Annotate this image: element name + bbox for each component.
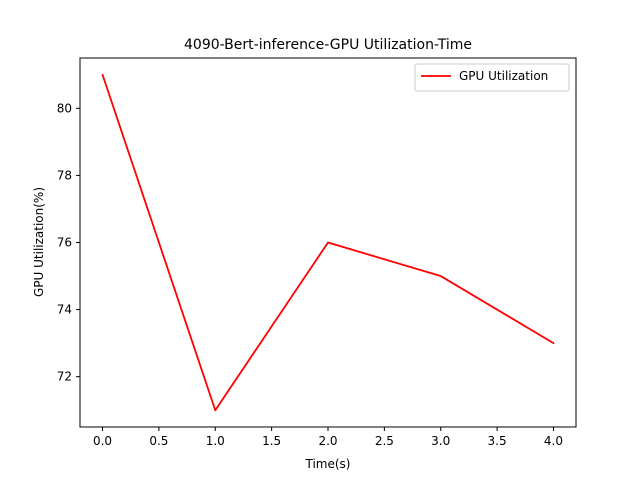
plot-border [79,57,577,428]
legend-series-label: GPU Utilization [459,69,548,83]
series-line-0 [101,73,555,412]
y-tick-label: 74 [57,303,72,317]
x-axis-label: Time(s) [305,457,351,471]
y-tick-label: 72 [57,370,72,384]
y-tick-label: 76 [57,236,72,250]
x-tick-label: 0.5 [149,434,168,448]
x-tick-label: 3.0 [431,434,450,448]
chart-title: 4090-Bert-inference-GPU Utilization-Time [184,37,472,53]
series-layer [101,73,555,412]
x-tick-label: 1.0 [206,434,225,448]
legend-box [414,63,570,92]
y-tick-label: 78 [57,168,72,182]
legend: GPU Utilization [414,63,570,92]
x-tick-label: 0.0 [93,434,112,448]
y-axis-label: GPU Utilization(%) [32,187,46,297]
x-tick-label: 1.5 [262,434,281,448]
y-tick-label: 80 [57,101,72,115]
y-axis-ticks: 72 74 76 78 80 [57,101,80,384]
x-tick-label: 3.5 [488,434,507,448]
x-tick-label: 2.0 [318,434,337,448]
x-tick-label: 4.0 [544,434,563,448]
x-tick-label: 2.5 [375,434,394,448]
x-axis-ticks: 0.0 0.5 1.0 1.5 2.0 2.5 3.0 3.5 4.0 [93,427,563,448]
